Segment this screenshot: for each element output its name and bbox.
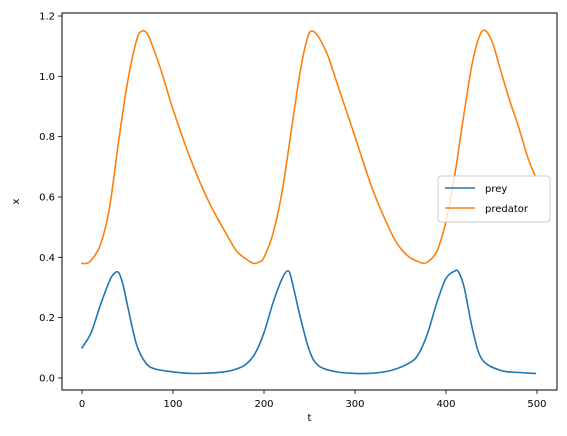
legend: prey predator [437,175,551,223]
x-tick-label: 500 [527,399,546,410]
legend-box [437,175,551,223]
y-tick-label: 0.4 [39,253,55,264]
x-tick-label: 400 [436,399,455,410]
series-layer [80,29,537,375]
legend-label-prey: prey [485,184,507,195]
y-tick-label: 0.6 [39,192,55,203]
x-tick-label: 0 [79,399,85,410]
y-axis-label: x [11,198,22,204]
series-line-predator [81,29,537,265]
x-axis: 0 100 200 300 400 500 [79,390,547,410]
y-tick-label: 0.0 [39,373,55,384]
x-tick-label: 200 [254,399,273,410]
y-tick-label: 0.8 [39,132,55,143]
legend-label-predator: predator [485,204,529,215]
y-axis: 0.0 0.2 0.4 0.6 0.8 1.0 1.2 [39,12,62,384]
series-line-prey [80,269,537,375]
plot-frame [61,12,558,391]
y-tick-label: 1.2 [39,12,55,23]
x-tick-label: 100 [163,399,182,410]
y-tick-label: 1.0 [39,72,55,83]
x-tick-label: 300 [345,399,364,410]
y-tick-label: 0.2 [39,313,55,324]
x-axis-label: t [308,413,312,424]
